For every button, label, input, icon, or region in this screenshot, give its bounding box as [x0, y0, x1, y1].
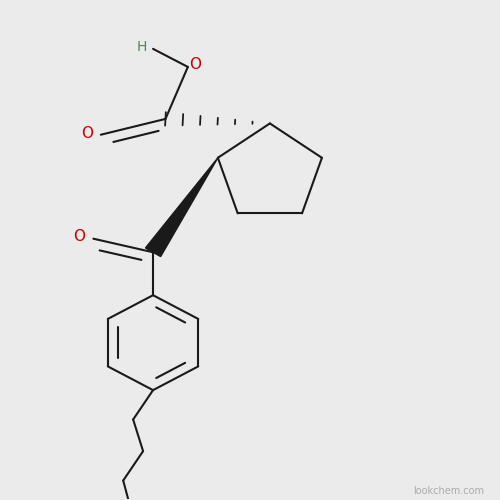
Text: H: H: [137, 40, 147, 54]
Text: lookchem.com: lookchem.com: [412, 486, 484, 496]
Text: O: O: [189, 57, 201, 72]
Text: O: O: [74, 229, 86, 244]
Text: O: O: [81, 126, 93, 142]
Polygon shape: [146, 158, 218, 256]
